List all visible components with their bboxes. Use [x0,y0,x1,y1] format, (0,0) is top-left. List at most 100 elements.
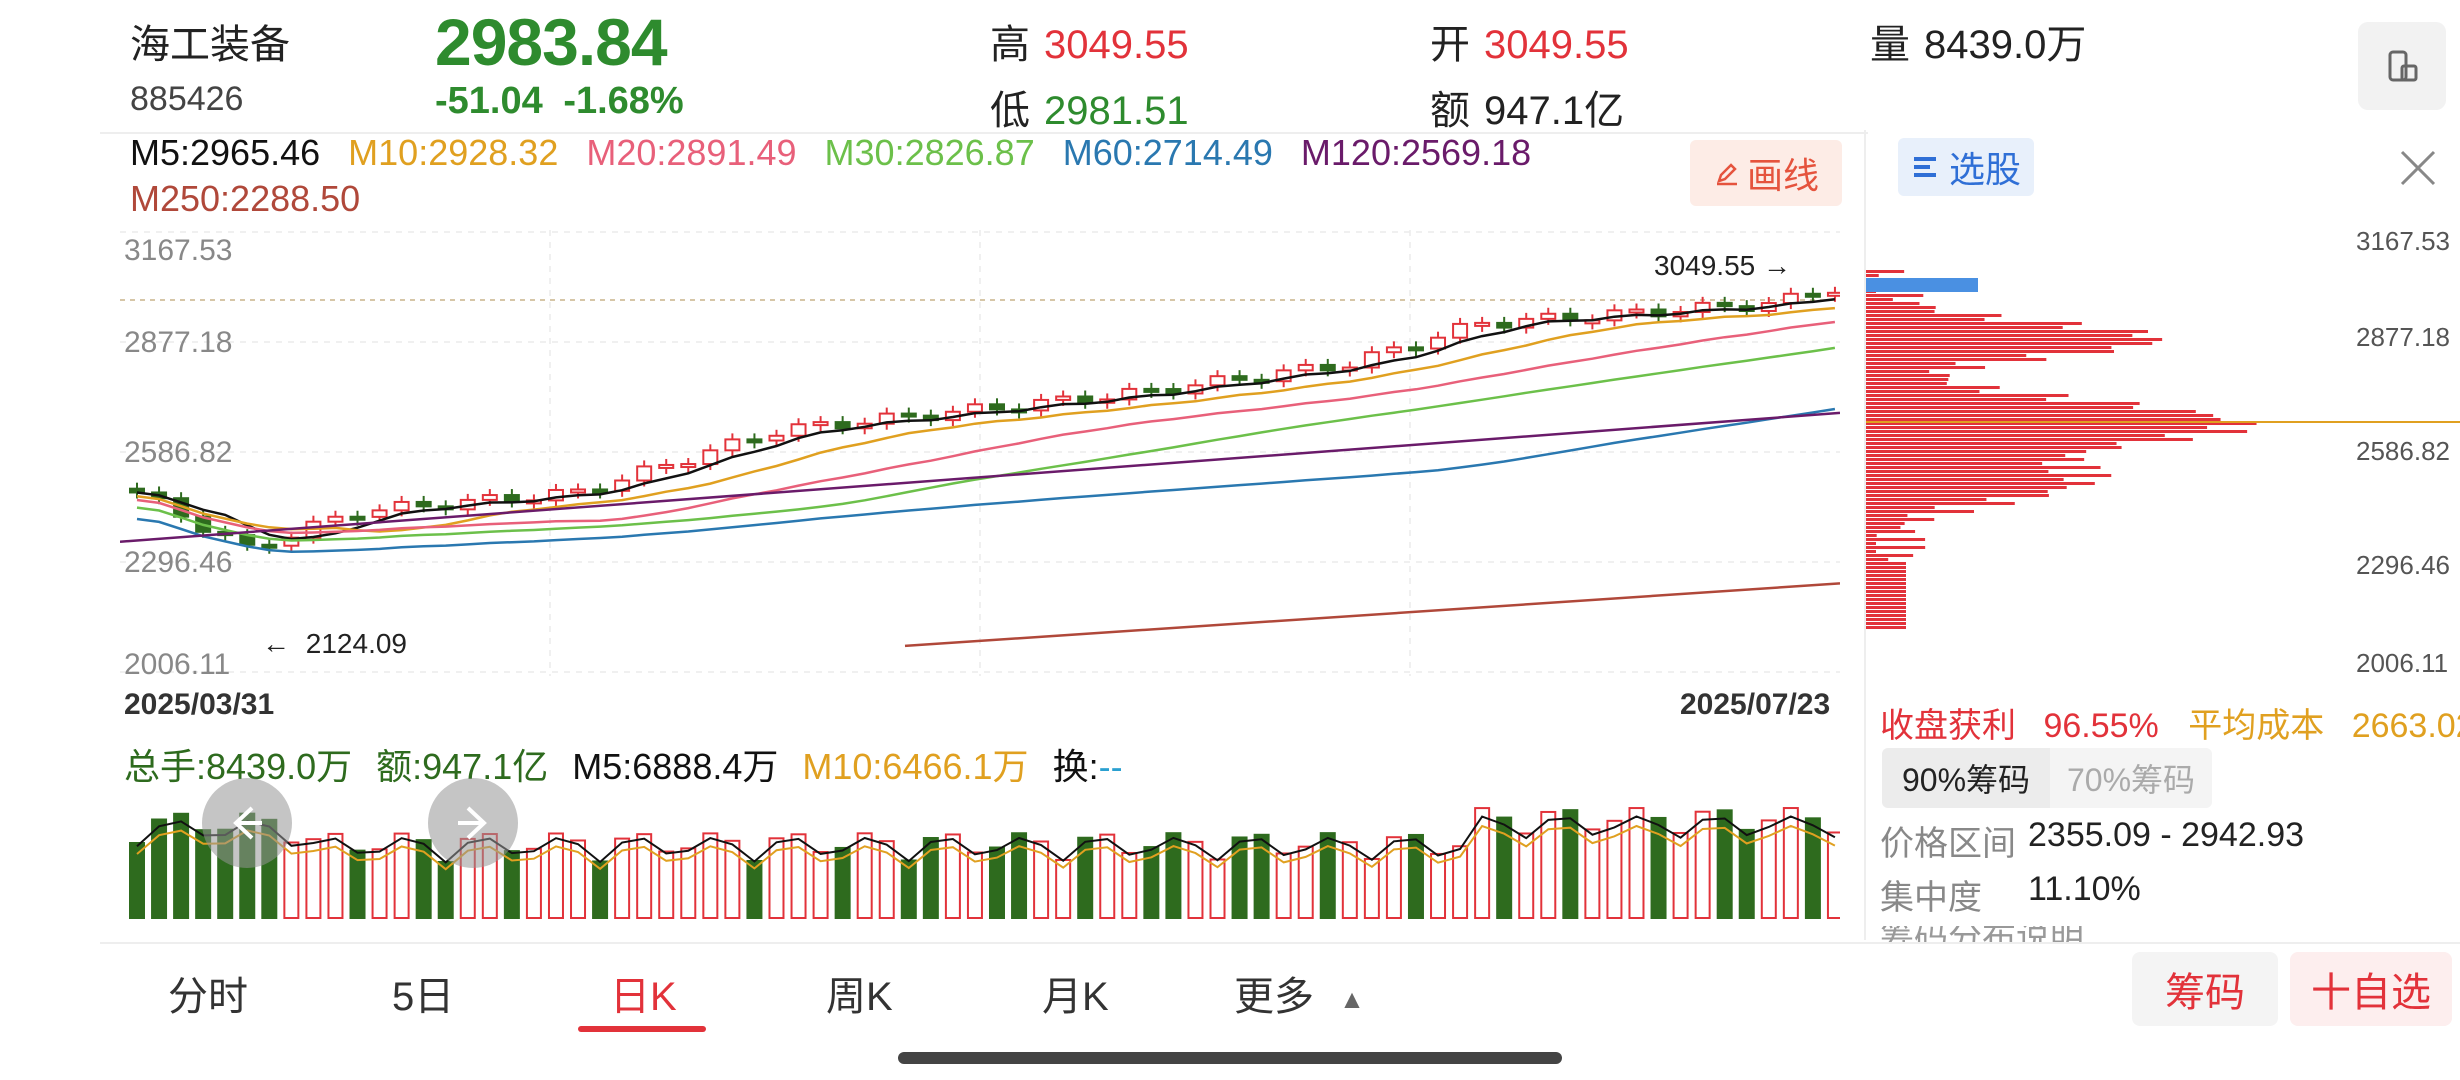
candle-body [1474,321,1491,327]
candle-body [900,412,917,418]
candle-body [1496,321,1513,329]
chip-bar [1866,314,2002,317]
candle-body [768,434,785,442]
close-icon [2400,150,2436,186]
profit-label: 收盘获利 [1880,707,2016,745]
candles-layer [129,286,1840,554]
scroll-left-button[interactable] [202,778,292,868]
low-marker-value: 2124.09 [305,628,407,659]
candle-body [1540,312,1557,320]
volume-chart[interactable] [120,780,1840,920]
candle-body [1782,292,1799,305]
candle-body [1430,336,1447,350]
tab-daily-k[interactable]: 日K [610,975,677,1019]
chip-bar [1866,354,2027,357]
chip-bar [1866,518,1935,521]
volume-bar [1121,851,1138,919]
chip-bar [1866,486,2067,489]
tab-weekly-k[interactable]: 周K [826,975,893,1019]
avg-cost-label: 平均成本 [2188,707,2325,745]
turnover-value: -- [1098,746,1123,787]
volume-bar [1606,819,1623,919]
chip-bar [1866,326,2063,329]
arrow-left-icon [233,806,262,840]
close-chips-button[interactable] [2390,140,2446,196]
low-label: 低 [990,89,1030,133]
list-icon [1913,157,1936,177]
draw-line-button[interactable]: 画线 [1690,140,1842,206]
volume-bar [151,818,168,920]
candle-body [371,509,388,518]
volume-bar [129,842,145,919]
volume-bar [327,832,344,919]
ma-legend: M5:2965.46 M10:2928.32 M20:2891.49 M30:2… [130,132,1531,174]
ma-line [136,298,1836,541]
tab-more[interactable]: 更多 ▲ [1234,964,1365,1022]
chip-bar [1866,410,2196,413]
volume-bar [1628,807,1645,919]
chip-bar [1866,482,2095,485]
open-label: 开 [1430,23,1470,67]
tab-monthly-k[interactable]: 月K [1042,975,1109,1019]
chip-bar [1866,526,1901,529]
candle-body [393,500,410,512]
chip-bar [1866,434,2165,437]
chip-bar [1866,562,1906,565]
chip-bar [1866,566,1906,569]
chip-bar [1866,626,1906,629]
select-stock-button[interactable]: 选股 [1898,138,2034,196]
profit-value: 96.55% [2043,707,2159,745]
volume-bar [989,846,1005,919]
chip-bar [1866,398,2047,401]
seg-70-button[interactable]: 70%筹码 [2050,748,2212,808]
candle-body [834,421,851,430]
arrow-right-icon: → [1763,250,1791,281]
chip-bar [1866,390,1980,393]
chip-explain-link[interactable]: 筹码分布说明 [1880,926,2084,942]
volume-bar [503,850,520,919]
volume-bars-layer [129,807,1840,920]
seg-90-button[interactable]: 90%筹码 [1882,748,2050,808]
chip-bar [1866,342,2153,345]
change-value: -51.04 [435,80,543,122]
volume-m10: M10:6466.1万 [802,746,1029,787]
tab-intraday[interactable]: 分时 [168,975,248,1019]
volume-bar [1143,846,1160,919]
chip-bar [1866,546,1926,549]
volume-bar [1407,833,1424,919]
candle-body [1628,308,1645,314]
volume-ma10-line [136,824,1836,871]
volume-bar [1716,809,1733,919]
volume-m5: M5:6888.4万 [572,746,779,787]
ma20-label: M20:2891.49 [586,132,797,173]
scroll-right-button[interactable] [428,778,518,868]
volume-bar [547,832,564,919]
chip-bar [1866,302,1920,305]
low-value: 2981.51 [1044,89,1189,133]
volume-bar [658,850,675,919]
chip-bar [1866,358,2047,361]
chip-bar [1866,322,2082,325]
volume-bar [1099,833,1116,919]
concentration-value: 11.10% [2028,870,2141,908]
candle-body [1407,346,1424,352]
end-date: 2025/07/23 [1680,688,1831,721]
volume-bar [878,840,895,919]
candle-body [327,515,344,523]
chip-bar [1866,418,2221,421]
price-range-value: 2355.09 - 2942.93 [2028,816,2305,854]
chips-button[interactable]: 筹码 [2132,952,2278,1026]
add-watchlist-button[interactable]: 十自选 [2290,952,2452,1026]
phone-rotate-button[interactable] [2358,22,2446,110]
volume-stat: 量 8439.0万 [1870,12,2086,70]
volume-bar [1826,831,1840,919]
chip-bar [1866,346,2112,349]
kline-chart[interactable] [120,230,1840,680]
tab-5day[interactable]: 5日 [392,975,455,1019]
chip-bar [1866,414,2214,417]
chip-profit-row: 收盘获利 96.55% 平均成本 2663.02 [1880,698,2460,747]
ma60-label: M60:2714.49 [1062,132,1273,173]
chip-y-label-bottom: 2006.11 [2356,648,2449,678]
amount-label: 额 [1430,89,1470,133]
candle-body [746,438,763,444]
